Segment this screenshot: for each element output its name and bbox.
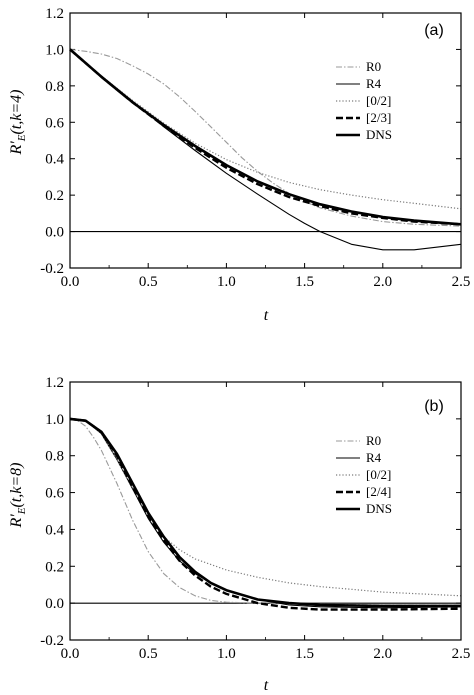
series-line-r0 xyxy=(69,48,462,227)
legend-label: [2/4] xyxy=(366,484,391,499)
x-tick-label: 0.5 xyxy=(139,646,158,662)
x-tick-label: 1.5 xyxy=(295,646,314,662)
panel-b-ylabel: R'E(t,k=8) xyxy=(8,463,28,529)
panel-a-ylabel: R'E(t,k=4) xyxy=(8,90,28,156)
y-tick-label: -0.2 xyxy=(40,261,64,277)
panel-b-frame xyxy=(69,381,462,641)
series-line-r0 xyxy=(69,418,461,606)
panel-a-xlabel: t xyxy=(264,307,269,324)
legend-label: DNS xyxy=(366,501,392,516)
x-tick-label: 2.5 xyxy=(452,274,471,290)
series-line-02 xyxy=(69,418,462,597)
y-tick-label: 0.8 xyxy=(45,449,64,465)
legend-label: R4 xyxy=(366,76,382,91)
series-line-dns xyxy=(69,48,462,226)
legend-label: [0/2] xyxy=(366,467,391,482)
legend-label: R0 xyxy=(366,59,381,74)
x-tick-label: 2.0 xyxy=(373,274,392,290)
x-tick-label: 1.5 xyxy=(295,274,314,290)
panel-b-xlabel: t xyxy=(264,677,269,694)
panel-b-tag: (b) xyxy=(424,398,444,415)
legend-label: R0 xyxy=(366,433,381,448)
y-tick-label: 1.0 xyxy=(45,412,64,428)
panel-a-legend: R0 R4 [0/2] [2/3] DNS xyxy=(336,59,392,142)
y-tick-label: 0.8 xyxy=(45,79,64,95)
y-tick-label: 1.2 xyxy=(45,375,64,391)
legend-label: [2/3] xyxy=(366,110,391,125)
y-tick-label: -0.2 xyxy=(40,633,64,649)
y-tick-label: 0.2 xyxy=(45,188,64,204)
y-tick-label: 0.4 xyxy=(45,522,64,538)
x-tick-label: 2.0 xyxy=(373,646,392,662)
y-tick-label: 0.6 xyxy=(45,115,64,131)
legend-label: DNS xyxy=(366,127,392,142)
x-tick-label: 0.0 xyxy=(61,274,80,290)
series-line-02 xyxy=(69,48,462,210)
y-tick-label: 0.0 xyxy=(45,596,64,612)
y-tick-label: 0.0 xyxy=(45,225,64,241)
x-tick-label: 1.0 xyxy=(217,646,236,662)
series-line-dns xyxy=(69,417,461,608)
panel-a-tag: (a) xyxy=(424,22,444,39)
y-tick-label: 1.2 xyxy=(45,6,64,22)
x-tick-label: 2.5 xyxy=(452,646,471,662)
series-line-r4 xyxy=(69,418,462,609)
panel-b-legend: R0 R4 [0/2] [2/4] DNS xyxy=(336,433,392,516)
y-tick-label: 1.0 xyxy=(45,42,64,58)
x-tick-label: 1.0 xyxy=(217,274,236,290)
x-tick-label: 0.0 xyxy=(61,646,80,662)
y-tick-label: 0.4 xyxy=(45,152,64,168)
panel-b: R'E(t,k=8) 0.0 0.5 1.0 1.5 2.0 2.5-0.20.00.20… xyxy=(8,375,470,694)
panel-a-frame xyxy=(69,12,462,269)
series-line-24 xyxy=(69,417,462,611)
x-tick-label: 0.5 xyxy=(139,274,158,290)
series-line-23 xyxy=(69,48,462,226)
panel-a: R'E(t,k=4) 0.0 0.5 1.0 1.5 2.0 2.5-0.20.00.20… xyxy=(8,6,470,324)
legend-label: [0/2] xyxy=(366,93,391,108)
legend-label: R4 xyxy=(366,450,382,465)
y-tick-label: 0.2 xyxy=(45,559,64,575)
y-tick-label: 0.6 xyxy=(45,486,64,502)
